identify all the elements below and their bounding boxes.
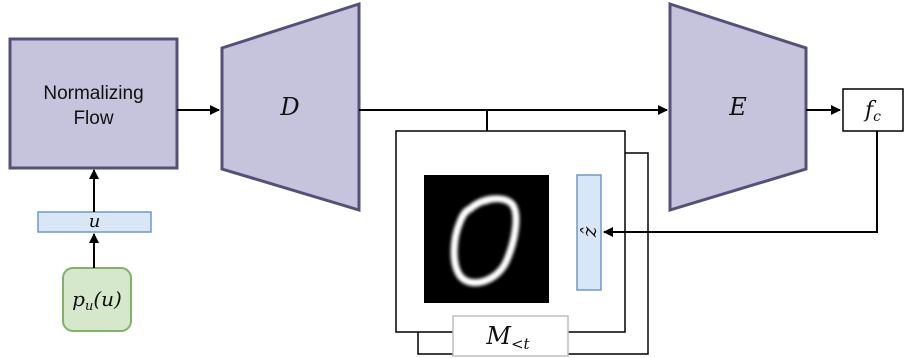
handwritten-zero-image <box>424 175 549 303</box>
memory-label-base: M <box>485 322 512 350</box>
fc-block: fc <box>842 88 904 132</box>
decoder-label: D <box>279 93 299 121</box>
latent-u-label: u <box>89 211 101 232</box>
flow-label-line2: Flow <box>73 108 113 129</box>
zhat-label: ẑ <box>577 226 601 238</box>
prior-label: pu(u) <box>72 287 122 314</box>
memory-label: M<t <box>485 322 530 353</box>
memory-label-sub: <t <box>511 335 531 353</box>
normalizing-flow-block: Normalizing Flow <box>8 37 179 170</box>
memory-stack: ẑ M<t <box>395 130 649 357</box>
prior-label-arg: (u) <box>93 287 122 311</box>
decoder-block: D <box>220 1 361 213</box>
prior-label-base: p <box>72 287 85 311</box>
encoder-block: E <box>668 1 808 213</box>
zhat-block: ẑ <box>576 174 602 291</box>
arrow-fc-to-zhat <box>603 131 878 237</box>
fc-label-sub: c <box>873 109 881 125</box>
prior-label-sub: u <box>85 299 93 314</box>
memory-label-box: M<t <box>452 315 569 357</box>
flow-label-line1: Normalizing <box>43 83 143 104</box>
encoder-label: E <box>728 93 747 121</box>
prior-block: pu(u) <box>62 267 132 332</box>
latent-u-block: u <box>37 211 152 233</box>
